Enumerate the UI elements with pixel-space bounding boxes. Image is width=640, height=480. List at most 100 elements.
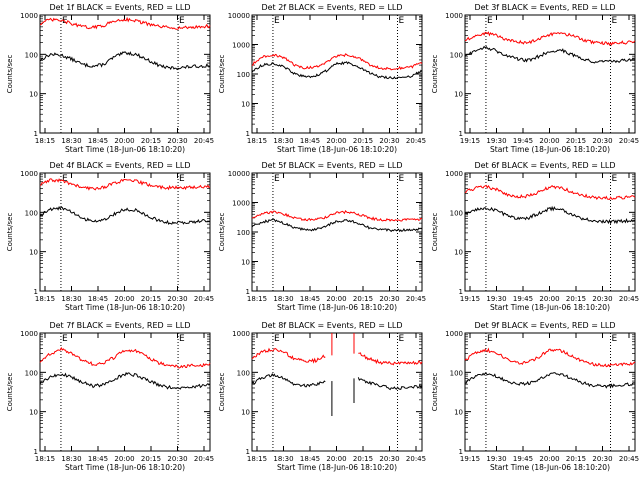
x-tick-label: 18:30 <box>273 455 293 463</box>
y-tick-label: 10 <box>241 259 250 267</box>
x-axis-label: Start Time (18-Jun-06 18:10:20) <box>65 303 185 312</box>
x-tick-label: 18:15 <box>35 295 55 303</box>
x-axis-label: Start Time (18-Jun-06 18:10:20) <box>490 303 610 312</box>
x-tick-label: 20:45 <box>406 455 426 463</box>
y-axis-label: Counts/sec <box>6 55 14 94</box>
y-tick-label: 1000 <box>445 170 463 178</box>
y-tick-label: 1000 <box>232 42 250 50</box>
x-tick-label: 20:30 <box>167 295 187 303</box>
event-marker-label: E <box>399 174 405 184</box>
x-tick-label: 20:30 <box>379 137 399 145</box>
x-tick-label: 20:00 <box>539 295 559 303</box>
x-axis-label: Start Time (18-Jun-06 18:10:20) <box>490 463 610 472</box>
detector-plot-8: Det 8f BLACK = Events, RED = LLD 1 10 100 10… <box>218 321 426 472</box>
x-tick-label: 19:45 <box>513 455 533 463</box>
x-tick-label: 19:30 <box>486 137 506 145</box>
y-tick-label: 10 <box>454 409 463 417</box>
x-tick-label: 19:15 <box>460 137 480 145</box>
detector-plot-2: Det 2f BLACK = Events, RED = LLD 1 10 100 10… <box>218 3 426 154</box>
y-tick-label: 100 <box>237 229 250 237</box>
x-tick-label: 18:45 <box>300 137 320 145</box>
x-tick-label: 18:15 <box>247 455 267 463</box>
x-tick-label: 19:30 <box>486 455 506 463</box>
data-series-line <box>251 347 423 366</box>
y-tick-label: 100 <box>237 71 250 79</box>
event-marker-label: E <box>62 174 68 184</box>
y-tick-label: 1000 <box>445 12 463 20</box>
event-marker-label: E <box>274 334 280 344</box>
plot-title: Det 4f BLACK = Events, RED = LLD <box>49 161 190 170</box>
y-tick-label: 1 <box>34 130 38 138</box>
x-tick-label: 20:15 <box>141 455 161 463</box>
y-tick-label: 100 <box>450 369 463 377</box>
y-tick-label: 10 <box>29 249 38 257</box>
data-series-line <box>464 372 635 389</box>
event-marker-label: E <box>62 334 68 344</box>
y-tick-label: 10 <box>29 409 38 417</box>
x-tick-label: 20:30 <box>167 137 187 145</box>
plot-frame <box>39 172 211 292</box>
y-axis-label: Counts/sec <box>431 213 439 252</box>
x-tick-label: 20:30 <box>167 455 187 463</box>
x-tick-label: 18:30 <box>61 137 81 145</box>
plot-frame <box>464 172 636 292</box>
x-tick-label: 20:45 <box>406 295 426 303</box>
x-tick-label: 20:30 <box>379 295 399 303</box>
data-series-line <box>39 371 211 390</box>
detector-plot-1: Det 1f BLACK = Events, RED = LLD 1 10 100 10… <box>6 3 214 154</box>
x-axis-label: Start Time (18-Jun-06 18:10:20) <box>277 463 397 472</box>
data-series-line <box>251 372 423 391</box>
x-axis-label: Start Time (18-Jun-06 18:10:20) <box>277 303 397 312</box>
x-tick-label: 20:15 <box>353 455 373 463</box>
plot-title: Det 8f BLACK = Events, RED = LLD <box>261 321 402 330</box>
y-tick-label: 1 <box>459 448 463 456</box>
y-tick-label: 1000 <box>232 330 250 338</box>
event-marker-label: E <box>487 16 493 26</box>
plot-frame <box>39 14 211 134</box>
data-series-line <box>251 61 423 80</box>
y-tick-label: 1 <box>246 448 250 456</box>
event-marker-label: E <box>612 174 618 184</box>
event-marker-label: E <box>274 174 280 184</box>
x-tick-label: 18:15 <box>35 137 55 145</box>
y-tick-label: 10 <box>454 249 463 257</box>
y-tick-label: 10 <box>29 91 38 99</box>
y-tick-label: 1 <box>459 288 463 296</box>
x-axis-label: Start Time (18-Jun-06 18:10:20) <box>490 145 610 154</box>
x-tick-label: 20:15 <box>353 295 373 303</box>
x-tick-label: 18:45 <box>88 137 108 145</box>
x-tick-label: 20:00 <box>114 137 134 145</box>
x-tick-label: 20:00 <box>114 455 134 463</box>
x-tick-label: 20:30 <box>592 137 612 145</box>
y-axis-label: Counts/sec <box>431 55 439 94</box>
y-tick-label: 10 <box>454 91 463 99</box>
y-tick-label: 1000 <box>20 170 38 178</box>
data-series-line <box>39 178 211 191</box>
y-tick-label: 1 <box>246 130 250 138</box>
x-tick-label: 20:30 <box>592 455 612 463</box>
x-tick-label: 18:45 <box>300 455 320 463</box>
y-axis-label: Counts/sec <box>6 213 14 252</box>
data-series-line <box>39 205 211 225</box>
plot-title: Det 2f BLACK = Events, RED = LLD <box>261 3 402 12</box>
x-tick-label: 20:15 <box>566 455 586 463</box>
x-tick-label: 20:15 <box>566 295 586 303</box>
data-series-line <box>251 53 423 71</box>
detector-plot-6: Det 6f BLACK = Events, RED = LLD 1 10 100 10… <box>431 161 639 312</box>
y-tick-label: 100 <box>25 51 38 59</box>
x-tick-label: 19:45 <box>513 137 533 145</box>
x-tick-label: 20:00 <box>326 137 346 145</box>
data-series-line <box>464 31 636 47</box>
y-tick-label: 1000 <box>20 12 38 20</box>
x-tick-label: 20:30 <box>379 455 399 463</box>
x-tick-label: 18:15 <box>35 455 55 463</box>
data-series-line <box>39 16 211 30</box>
plot-title: Det 6f BLACK = Events, RED = LLD <box>474 161 615 170</box>
y-tick-label: 100 <box>450 51 463 59</box>
event-marker-label: E <box>179 174 185 184</box>
x-tick-label: 18:45 <box>300 295 320 303</box>
y-tick-label: 10 <box>241 409 250 417</box>
x-tick-label: 18:30 <box>273 295 293 303</box>
x-tick-label: 18:45 <box>88 455 108 463</box>
y-tick-label: 10000 <box>228 170 250 178</box>
